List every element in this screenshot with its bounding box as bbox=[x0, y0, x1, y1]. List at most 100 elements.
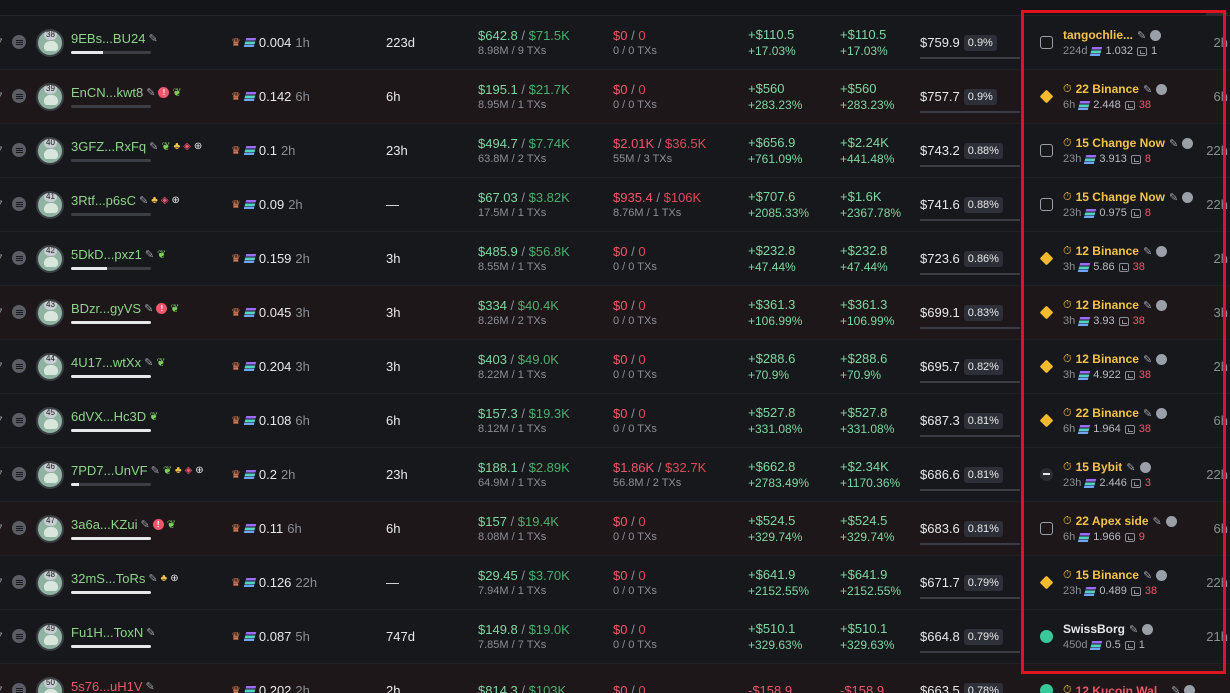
wallet-name[interactable]: 9EBs...BU24 bbox=[71, 31, 146, 46]
pencil-icon[interactable]: ✎ bbox=[1126, 461, 1136, 474]
pencil-icon[interactable]: ✎ bbox=[144, 357, 154, 369]
row-menu-icon[interactable] bbox=[12, 89, 26, 103]
funding-source-name[interactable]: 12 Binance bbox=[1075, 298, 1139, 312]
avatar[interactable]: 47 bbox=[36, 515, 64, 543]
sold-sub: 0 / 0 TXs bbox=[613, 369, 657, 381]
row-menu-icon[interactable] bbox=[12, 629, 26, 643]
row-menu-icon[interactable] bbox=[12, 305, 26, 319]
pencil-icon[interactable]: ✎ bbox=[1168, 191, 1179, 204]
funding-source-name[interactable]: tangochlie... bbox=[1063, 28, 1134, 42]
wallet-name[interactable]: Fu1H...ToxN bbox=[71, 625, 144, 640]
funding-source-details: 3h 5.86 38 bbox=[1063, 261, 1218, 273]
wallet-name[interactable]: 3a6a...KZui bbox=[71, 517, 138, 532]
row-menu-icon[interactable] bbox=[12, 683, 26, 693]
funding-source-name[interactable]: 15 Change Now bbox=[1075, 136, 1165, 150]
pencil-icon[interactable]: ✎ bbox=[148, 33, 158, 45]
pencil-icon[interactable]: ✎ bbox=[1137, 29, 1147, 42]
funding-source-name[interactable]: 12 Binance bbox=[1075, 244, 1139, 258]
row-menu-icon[interactable] bbox=[12, 413, 26, 427]
funding-source-name[interactable]: 15 Change Now bbox=[1075, 190, 1165, 204]
row-menu-icon[interactable] bbox=[12, 521, 26, 535]
wallet-name[interactable]: 4U17...wtXx bbox=[71, 355, 142, 370]
funding-source-name[interactable]: 15 Binance bbox=[1075, 568, 1139, 582]
pencil-icon[interactable]: ✎ bbox=[144, 303, 154, 315]
row-menu-icon[interactable] bbox=[12, 359, 26, 373]
pencil-icon[interactable]: ✎ bbox=[1168, 137, 1179, 150]
avatar[interactable]: 41 bbox=[36, 191, 64, 219]
total-pnl-usd: +$524.5 bbox=[840, 513, 888, 528]
wallet-name[interactable]: 5s76...uH1V bbox=[71, 679, 143, 693]
wallet-name[interactable]: 6dVX...Hc3D bbox=[71, 409, 147, 424]
pencil-icon[interactable]: ✎ bbox=[1142, 569, 1153, 582]
pencil-icon[interactable]: ✎ bbox=[139, 195, 149, 207]
wallet-name[interactable]: BDzr...gyVS bbox=[71, 301, 142, 316]
wallet-name[interactable]: 3Rtf...p6sC bbox=[71, 193, 137, 208]
funding-source-name[interactable]: 12 Kucoin Wal... bbox=[1075, 683, 1168, 693]
bought-sub: 8.55M / 1 TXs bbox=[478, 261, 547, 273]
pencil-icon[interactable]: ✎ bbox=[1171, 685, 1181, 693]
wallet-name[interactable]: 32mS...ToRs bbox=[71, 571, 146, 586]
row-menu-icon[interactable] bbox=[12, 35, 26, 49]
funding-source-name[interactable]: 22 Binance bbox=[1075, 82, 1139, 96]
wallet-name[interactable]: 7PD7...UnVF bbox=[71, 463, 148, 478]
avatar[interactable]: 39 bbox=[36, 83, 64, 111]
pencil-icon[interactable]: ✎ bbox=[150, 465, 160, 477]
pencil-icon[interactable]: ✎ bbox=[1142, 353, 1153, 366]
pencil-icon[interactable]: ✎ bbox=[1142, 245, 1153, 258]
pencil-icon[interactable]: ✎ bbox=[1142, 83, 1153, 96]
pencil-icon[interactable]: ✎ bbox=[144, 249, 155, 261]
row-menu-icon[interactable] bbox=[12, 197, 26, 211]
pencil-icon[interactable]: ✎ bbox=[1129, 623, 1139, 636]
funding-source-name[interactable]: 22 Binance bbox=[1075, 406, 1139, 420]
row-menu-icon[interactable] bbox=[12, 251, 26, 265]
funding-source-name[interactable]: 12 Binance bbox=[1075, 352, 1139, 366]
bought-sub: 7.85M / 7 TXs bbox=[478, 639, 547, 651]
pencil-icon[interactable]: ✎ bbox=[146, 87, 156, 99]
balance-bar bbox=[920, 327, 1020, 329]
pencil-icon[interactable]: ✎ bbox=[146, 627, 156, 639]
avatar[interactable]: 48 bbox=[36, 569, 64, 597]
pencil-icon[interactable]: ✎ bbox=[148, 573, 158, 585]
pencil-icon[interactable]: ✎ bbox=[149, 141, 159, 153]
pencil-icon[interactable]: ✎ bbox=[140, 519, 150, 531]
pencil-icon[interactable]: ✎ bbox=[1152, 515, 1162, 528]
avatar[interactable]: 50 bbox=[36, 677, 64, 693]
total-pnl-cell: +$232.8 +47.44% bbox=[840, 232, 888, 285]
avatar[interactable]: 46 bbox=[36, 461, 64, 489]
pencil-icon[interactable]: ✎ bbox=[145, 681, 155, 693]
sold-sep: / bbox=[627, 514, 639, 529]
funding-source-name[interactable]: 15 Bybit bbox=[1075, 460, 1123, 474]
avatar[interactable]: 38 bbox=[36, 29, 64, 57]
avatar[interactable]: 40 bbox=[36, 137, 64, 165]
avatar[interactable]: 45 bbox=[36, 407, 64, 435]
avatar[interactable]: 44 bbox=[36, 353, 64, 381]
wallet-name[interactable]: 3GFZ...RxFq bbox=[71, 139, 147, 154]
pencil-icon[interactable]: ✎ bbox=[1142, 407, 1153, 420]
funding-source-name[interactable]: 22 Apex side bbox=[1075, 514, 1149, 528]
avatar[interactable]: 42 bbox=[36, 245, 64, 273]
avatar[interactable]: 49 bbox=[36, 623, 64, 651]
wallet-name[interactable]: EnCN...kwt8 bbox=[71, 85, 144, 100]
balance-usd: $757.7 bbox=[920, 89, 960, 104]
pencil-icon[interactable]: ✎ bbox=[1142, 299, 1153, 312]
row-menu-icon[interactable] bbox=[12, 575, 26, 589]
avatar[interactable]: 43 bbox=[36, 299, 64, 327]
funding-count: 8 bbox=[1144, 153, 1152, 165]
funding-source-name[interactable]: SwissBorg bbox=[1063, 622, 1126, 636]
wallet-name[interactable]: 5DkD...pxz1 bbox=[71, 247, 142, 262]
row-menu-icon[interactable] bbox=[12, 143, 26, 157]
row-menu-icon[interactable] bbox=[12, 467, 26, 481]
